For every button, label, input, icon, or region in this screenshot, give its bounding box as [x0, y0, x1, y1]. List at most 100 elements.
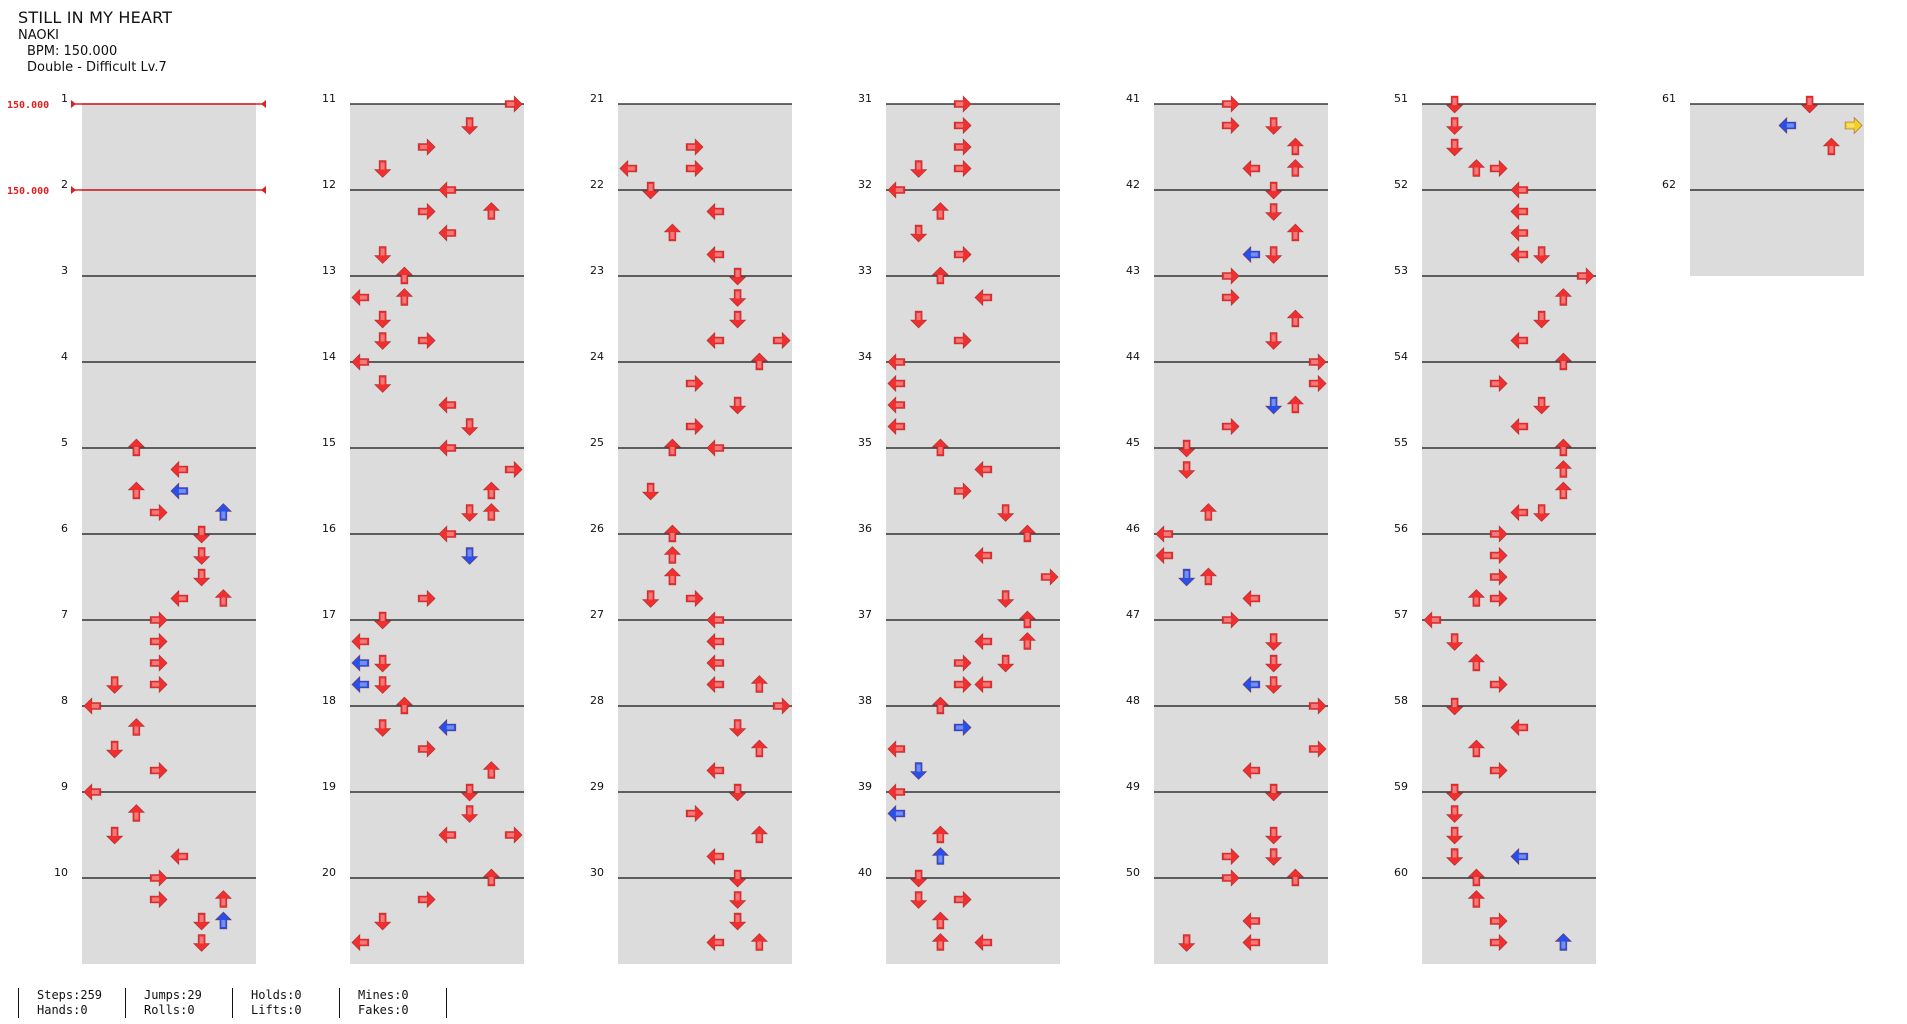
- measure-block: 29: [590, 780, 792, 878]
- down-arrow-icon: [1264, 181, 1283, 200]
- down-arrow-icon: [1445, 697, 1464, 716]
- measure-number: 14: [322, 350, 336, 363]
- up-arrow-icon: [931, 911, 950, 930]
- measure-number: 62: [1662, 178, 1676, 191]
- right-arrow-icon: [1489, 761, 1508, 780]
- row-band: [1154, 211, 1328, 233]
- row-band: [618, 361, 792, 384]
- row-band: [1422, 920, 1596, 943]
- row-band: [82, 533, 256, 556]
- row-band: [886, 404, 1060, 427]
- left-arrow-icon: [1510, 202, 1529, 221]
- row-band: [886, 361, 1060, 384]
- down-arrow-icon: [373, 375, 392, 393]
- left-arrow-icon: [887, 804, 906, 823]
- measure-block: 7: [61, 608, 256, 706]
- row-band: [1154, 899, 1328, 921]
- up-arrow-icon: [482, 202, 501, 220]
- row-band: [618, 662, 792, 685]
- row-band: [886, 684, 1060, 706]
- down-arrow-icon: [192, 934, 211, 952]
- row-band: [350, 297, 524, 319]
- left-arrow-icon: [974, 675, 993, 694]
- measure-block: 16: [322, 522, 524, 620]
- left-arrow-icon: [706, 654, 725, 672]
- measure-number: 19: [322, 780, 336, 793]
- fakes-count: Fakes:0: [358, 1003, 409, 1017]
- row-band: [618, 426, 792, 448]
- row-band: [1154, 512, 1328, 534]
- measure-number: 32: [858, 178, 872, 191]
- row-band: [618, 641, 792, 663]
- left-arrow-icon: [438, 826, 457, 844]
- hands-count: Hands:0: [37, 1003, 88, 1017]
- up-arrow-icon: [750, 352, 769, 371]
- measure-number: 18: [322, 694, 336, 707]
- measure-number: 51: [1394, 92, 1408, 105]
- row-band: [350, 834, 524, 857]
- measure-number: 28: [590, 694, 604, 707]
- measure-block: 24: [590, 350, 792, 448]
- right-arrow-icon: [504, 95, 523, 113]
- row-band: [1154, 189, 1328, 212]
- down-arrow-icon: [1445, 95, 1464, 114]
- up-arrow-icon: [1018, 632, 1037, 650]
- measure-number: 41: [1126, 92, 1140, 105]
- row-band: [1154, 748, 1328, 771]
- row-band: [1690, 146, 1864, 169]
- measure-block: 25: [590, 436, 792, 534]
- down-arrow-icon: [105, 826, 124, 845]
- down-arrow-icon: [1532, 310, 1551, 329]
- down-arrow-icon: [728, 869, 747, 888]
- left-arrow-icon: [706, 439, 725, 457]
- row-band: [618, 942, 792, 964]
- left-arrow-icon: [1510, 718, 1529, 737]
- row-band: [1422, 791, 1596, 814]
- rolls-count: Rolls:0: [144, 1003, 195, 1017]
- row-band: [1154, 877, 1328, 900]
- right-arrow-icon: [149, 869, 168, 887]
- stat-divider: [446, 988, 448, 1018]
- down-arrow-icon: [373, 912, 392, 931]
- measure-block: 58: [1394, 694, 1596, 792]
- jumps-count: Jumps:29: [144, 988, 202, 1002]
- row-band: [886, 275, 1060, 298]
- row-band: [1422, 426, 1596, 448]
- right-arrow-icon: [1040, 568, 1059, 586]
- left-arrow-icon: [351, 288, 370, 307]
- row-band: [886, 426, 1060, 448]
- up-arrow-icon: [663, 438, 682, 457]
- row-band: [82, 619, 256, 642]
- up-arrow-icon: [1554, 460, 1573, 478]
- row-band: [350, 920, 524, 943]
- row-band: [1422, 619, 1596, 642]
- right-arrow-icon: [1221, 116, 1240, 135]
- row-band: [82, 168, 256, 190]
- row-band: [82, 447, 256, 470]
- holds-count: Holds:0: [251, 988, 302, 1002]
- row-band: [350, 426, 524, 448]
- up-arrow-icon: [127, 438, 146, 457]
- bpm-marker: 150.000: [7, 100, 266, 111]
- up-arrow-icon: [1467, 868, 1486, 887]
- measure-number: 1: [61, 92, 68, 105]
- steps-count: Steps:259: [37, 988, 103, 1002]
- down-arrow-icon: [1264, 848, 1283, 866]
- row-band: [350, 232, 524, 255]
- measure-block: 32: [858, 178, 1060, 276]
- stat-column: Jumps:29 Rolls:0: [125, 988, 232, 1018]
- down-arrow-icon: [1445, 138, 1464, 157]
- row-band: [350, 662, 524, 685]
- right-arrow-icon: [149, 503, 168, 522]
- row-band: [350, 125, 524, 147]
- row-band: [350, 791, 524, 814]
- left-arrow-icon: [974, 546, 993, 565]
- up-arrow-icon: [1554, 352, 1573, 371]
- right-arrow-icon: [1308, 697, 1327, 715]
- measure-number: 21: [590, 92, 604, 105]
- up-arrow-icon: [395, 288, 414, 306]
- measure-block: 22: [590, 178, 792, 276]
- down-arrow-icon: [728, 783, 747, 802]
- row-band: [1154, 705, 1328, 728]
- row-band: [1154, 426, 1328, 448]
